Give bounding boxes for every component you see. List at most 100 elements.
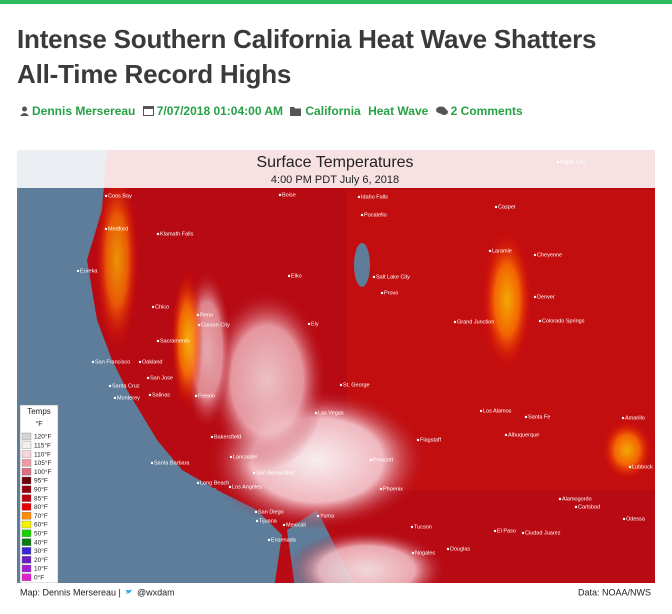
legend-items: 120°F115°F110°F105°F100°F95°F90°F85°F80°…	[21, 432, 51, 582]
legend-swatch	[21, 432, 32, 441]
date-icon	[142, 106, 154, 116]
city-labels: Coos Bay Medford Klamath Falls Eureka Chico R…	[76, 159, 653, 556]
city-label: Albuquerque	[508, 432, 539, 438]
city-label: Boise	[282, 192, 296, 198]
city-label: Long Beach	[200, 480, 229, 486]
city-label: Santa Cruz	[112, 383, 140, 389]
city-dot	[357, 195, 361, 199]
city-label: San Diego	[258, 509, 284, 515]
city-dot	[316, 514, 320, 518]
author-link[interactable]: Dennis Mersereau	[32, 104, 136, 118]
city-dot	[197, 323, 201, 327]
city-label: Los Angeles	[232, 484, 262, 490]
city-dot	[339, 383, 343, 387]
city-dot	[282, 523, 286, 527]
city-dot	[380, 291, 384, 295]
plains-cool	[602, 420, 652, 480]
city-dot	[410, 525, 414, 529]
ocean	[17, 150, 282, 602]
city-label: Klamath Falls	[160, 231, 194, 237]
top-border	[0, 0, 672, 4]
city-dot	[287, 274, 291, 278]
legend-label: 50°F	[34, 530, 48, 538]
city-label: Sacramento	[160, 338, 190, 344]
city-dot	[533, 295, 537, 299]
city-label: Grand Junction	[457, 319, 494, 325]
city-label: Reno	[200, 312, 213, 318]
credit-author: Map: Dennis Mersereau |	[20, 587, 121, 597]
map-title: Surface Temperatures	[256, 154, 413, 171]
city-dot	[360, 213, 364, 217]
city-dot	[146, 376, 150, 380]
legend-swatch	[21, 538, 32, 546]
rockies-cool	[482, 230, 532, 370]
comments-link[interactable]: 2 Comments	[450, 104, 523, 118]
city-dot	[493, 529, 497, 533]
credit-handle[interactable]: @wxdam	[137, 587, 175, 597]
city-label: Amarillo	[625, 415, 645, 421]
credit-data: Data: NOAA/NWS	[578, 587, 651, 597]
post-date: 7/07/2018 01:04:00 AM	[156, 104, 284, 118]
legend-label: 85°F	[34, 494, 48, 502]
legend-swatch	[21, 556, 32, 564]
city-label: Denver	[537, 294, 555, 300]
city-label: Elko	[291, 273, 302, 279]
city-dot	[621, 416, 625, 420]
city-label: Flagstaff	[420, 437, 441, 443]
legend-swatch	[21, 512, 32, 520]
city-dot	[229, 455, 233, 459]
city-dot	[76, 269, 80, 273]
city-dot	[369, 458, 373, 462]
legend-label: 95°F	[34, 477, 48, 485]
legend-swatch	[21, 547, 32, 555]
city-dot	[104, 227, 108, 231]
city-label: Colorado Springs	[542, 318, 585, 324]
city-dot	[628, 465, 632, 469]
legend-swatch	[21, 459, 32, 467]
city-label: Eureka	[80, 268, 98, 274]
post-meta: Dennis Mersereau 7/07/2018 01:04:00 AM C…	[20, 104, 527, 118]
city-label: Monterey	[117, 395, 140, 401]
city-label: Carson City	[201, 322, 230, 328]
legend-swatch	[21, 573, 32, 581]
city-dot	[196, 481, 200, 485]
legend-title: Temps	[27, 407, 51, 416]
city-dot	[558, 497, 562, 501]
category-link[interactable]: California	[305, 104, 361, 118]
legend-label: 120°F	[34, 433, 51, 441]
legend-label: 60°F	[34, 521, 48, 529]
category-link[interactable]: Heat Wave	[368, 104, 429, 118]
city-dot	[416, 438, 420, 442]
city-dot	[521, 531, 525, 535]
city-label: San Bernardino	[256, 470, 294, 476]
city-label: El Paso	[497, 528, 516, 534]
city-label: San Francisco	[95, 359, 130, 365]
legend-unit: °F	[35, 420, 42, 428]
valley-heat	[207, 290, 327, 470]
city-label: Provo	[384, 290, 398, 296]
city-label: Phoenix	[383, 486, 403, 492]
legend-swatch	[21, 485, 32, 493]
city-label: Lubbock	[632, 464, 653, 470]
temperature-map: Surface Temperatures 4:00 PM PDT July 6,…	[17, 150, 655, 602]
category-icon	[290, 107, 302, 116]
city-dot	[574, 505, 578, 509]
article-title: Intense Southern California Heat Wave Sh…	[17, 24, 597, 89]
city-dot	[210, 435, 214, 439]
city-label: Santa Barbara	[154, 460, 190, 466]
comments-icon	[435, 106, 448, 115]
legend-label: 80°F	[34, 503, 48, 511]
city-label: Salt Lake City	[376, 274, 410, 280]
city-label: Ensenada	[271, 537, 297, 543]
city-dot	[255, 519, 259, 523]
city-label: Los Alamos	[483, 408, 512, 414]
city-label: St. George	[343, 382, 370, 388]
city-label: Pocatello	[364, 212, 387, 218]
city-label: Tucson	[414, 524, 432, 530]
city-label: Ciudad Juarez	[525, 530, 561, 536]
city-dot	[254, 510, 258, 514]
city-label: Ely	[311, 321, 319, 327]
city-dot	[524, 415, 528, 419]
city-label: Mexicali	[286, 522, 306, 528]
city-dot	[538, 319, 542, 323]
